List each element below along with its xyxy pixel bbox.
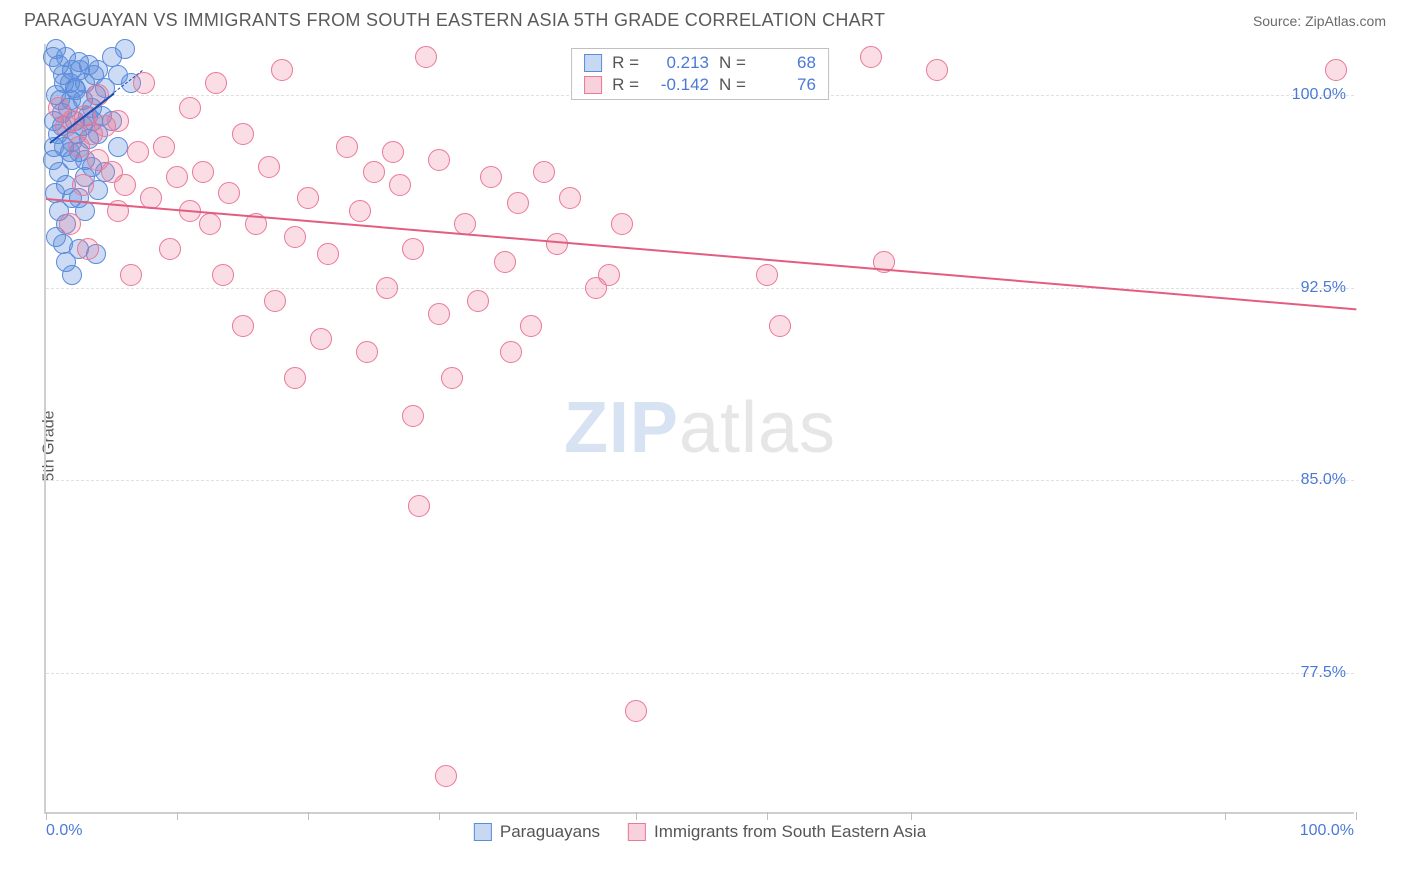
gridline (46, 480, 1354, 481)
gridline (46, 288, 1354, 289)
data-point (402, 238, 424, 260)
data-point (192, 161, 214, 183)
x-tick (439, 812, 440, 820)
data-point (467, 290, 489, 312)
plot-surface: 100.0% 92.5% 85.0% 77.5% (46, 44, 1354, 812)
data-point (108, 137, 128, 157)
data-point (408, 495, 430, 517)
data-point (120, 264, 142, 286)
data-point (62, 265, 82, 285)
data-point (297, 187, 319, 209)
data-point (428, 303, 450, 325)
y-tick-label: 77.5% (1301, 664, 1346, 682)
data-point (356, 341, 378, 363)
correlation-legend: R = 0.213 N = 68 R = -0.142 N = 76 (571, 48, 829, 100)
gridline (46, 673, 1354, 674)
data-point (205, 72, 227, 94)
x-tick (636, 812, 637, 820)
swatch-icon (474, 823, 492, 841)
x-tick (1225, 812, 1226, 820)
y-tick-label: 100.0% (1292, 86, 1346, 104)
data-point (507, 192, 529, 214)
legend-item-1: Immigrants from South Eastern Asia (628, 822, 926, 842)
legend-item-0: Paraguayans (474, 822, 600, 842)
trend-line (46, 198, 1356, 310)
data-point (926, 59, 948, 81)
data-point (159, 238, 181, 260)
swatch-icon (628, 823, 646, 841)
x-tick-min: 0.0% (46, 822, 82, 840)
data-point (114, 174, 136, 196)
source-label: Source: ZipAtlas.com (1253, 13, 1386, 29)
data-point (363, 161, 385, 183)
x-tick (911, 812, 912, 820)
data-point (533, 161, 555, 183)
data-point (153, 136, 175, 158)
data-point (625, 700, 647, 722)
x-tick (1356, 812, 1357, 820)
data-point (860, 46, 882, 68)
correlation-row-1: R = -0.142 N = 76 (584, 75, 816, 95)
data-point (559, 187, 581, 209)
data-point (382, 141, 404, 163)
data-point (769, 315, 791, 337)
data-point (480, 166, 502, 188)
data-point (212, 264, 234, 286)
data-point (264, 290, 286, 312)
data-point (611, 213, 633, 235)
x-tick (177, 812, 178, 820)
correlation-row-0: R = 0.213 N = 68 (584, 53, 816, 73)
swatch-series-1 (584, 76, 602, 94)
data-point (59, 213, 81, 235)
data-point (232, 315, 254, 337)
data-point (435, 765, 457, 787)
data-point (115, 39, 135, 59)
data-point (199, 213, 221, 235)
x-tick (308, 812, 309, 820)
data-point (415, 46, 437, 68)
data-point (1325, 59, 1347, 81)
data-point (756, 264, 778, 286)
data-point (218, 182, 240, 204)
data-point (389, 174, 411, 196)
data-point (500, 341, 522, 363)
legend: Paraguayans Immigrants from South Easter… (474, 822, 926, 842)
data-point (72, 174, 94, 196)
data-point (454, 213, 476, 235)
y-tick-label: 85.0% (1301, 471, 1346, 489)
data-point (546, 233, 568, 255)
chart-area: 100.0%92.5%85.0%77.5% ZIPatlas R = 0.213… (44, 44, 1354, 814)
data-point (77, 238, 99, 260)
data-point (349, 200, 371, 222)
data-point (376, 277, 398, 299)
data-point (402, 405, 424, 427)
data-point (441, 367, 463, 389)
data-point (598, 264, 620, 286)
data-point (258, 156, 280, 178)
x-tick (46, 812, 47, 820)
data-point (336, 136, 358, 158)
chart-title: PARAGUAYAN VS IMMIGRANTS FROM SOUTH EAST… (24, 10, 885, 31)
data-point (428, 149, 450, 171)
x-tick (767, 812, 768, 820)
data-point (107, 110, 129, 132)
data-point (494, 251, 516, 273)
swatch-series-0 (584, 54, 602, 72)
data-point (166, 166, 188, 188)
data-point (271, 59, 293, 81)
data-point (284, 226, 306, 248)
data-point (284, 367, 306, 389)
y-tick-label: 92.5% (1301, 279, 1346, 297)
x-tick-max: 100.0% (1300, 822, 1354, 840)
data-point (84, 65, 104, 85)
data-point (53, 234, 73, 254)
data-point (179, 97, 201, 119)
data-point (317, 243, 339, 265)
data-point (520, 315, 542, 337)
data-point (232, 123, 254, 145)
data-point (310, 328, 332, 350)
data-point (127, 141, 149, 163)
